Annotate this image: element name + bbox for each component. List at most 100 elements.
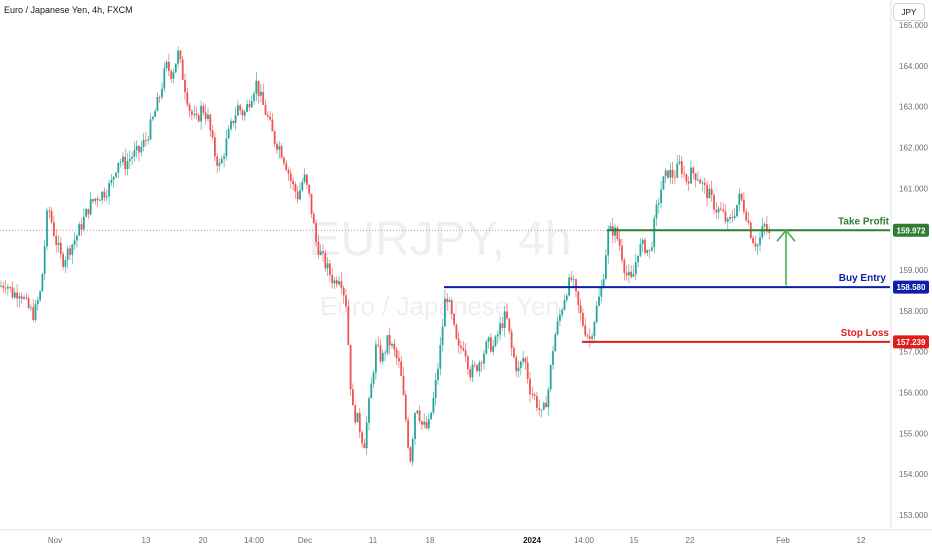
candle-down xyxy=(296,191,299,200)
candles-group xyxy=(0,46,771,466)
candle-down xyxy=(342,287,345,296)
candle-down xyxy=(575,279,577,292)
candle-up xyxy=(326,263,329,269)
candle-down xyxy=(515,357,518,372)
candle-down xyxy=(264,104,267,115)
buy-entry-label: Buy Entry xyxy=(839,273,887,284)
price-axis[interactable]: 153.000 154.000 155.000 156.000 157.000 158.0… xyxy=(899,21,928,520)
candle-down xyxy=(740,193,743,200)
candle-up xyxy=(78,224,81,236)
candle-up xyxy=(559,314,561,321)
candle-down xyxy=(285,163,288,171)
candle-up xyxy=(99,200,101,201)
time-tick-label: 20 xyxy=(199,536,208,545)
candle-down xyxy=(181,59,184,80)
candle-down xyxy=(62,254,64,267)
candle-up xyxy=(660,189,662,204)
currency-button[interactable]: JPY xyxy=(893,3,925,21)
candle-up xyxy=(701,182,704,184)
candle-up xyxy=(690,167,692,184)
time-tick-label: 18 xyxy=(426,536,435,545)
candle-up xyxy=(108,183,110,197)
candle-up xyxy=(223,156,225,159)
time-tick-label: 11 xyxy=(369,536,378,545)
candle-down xyxy=(262,91,265,105)
candle-down xyxy=(322,251,324,254)
buy-entry-price: 158.580 xyxy=(897,283,926,292)
trade-levels: Take Profit Buy Entry Stop Loss xyxy=(444,216,890,343)
candle-down xyxy=(703,182,706,185)
candle-up xyxy=(356,412,359,423)
candle-down xyxy=(671,169,674,178)
candle-down xyxy=(743,199,745,212)
candle-down xyxy=(584,325,587,336)
candle-up xyxy=(492,345,495,352)
candle-up xyxy=(372,372,375,384)
candle-up xyxy=(115,172,117,177)
candle-up xyxy=(301,181,304,191)
candle-down xyxy=(186,92,189,105)
candle-up xyxy=(303,174,306,182)
price-tick-label: 163.000 xyxy=(899,103,928,112)
candle-up xyxy=(200,105,202,122)
time-tick-label: 2024 xyxy=(523,536,541,545)
candle-up xyxy=(375,344,377,373)
candle-up xyxy=(634,262,637,274)
candle-up xyxy=(556,320,559,335)
candle-down xyxy=(524,358,527,363)
upward-arrow-icon xyxy=(776,229,796,286)
candle-down xyxy=(50,210,53,223)
take-profit-label: Take Profit xyxy=(838,216,890,227)
candle-down xyxy=(754,243,757,247)
candle-down xyxy=(184,79,186,93)
candle-down xyxy=(644,239,646,253)
candle-down xyxy=(317,241,320,255)
candle-down xyxy=(2,285,5,288)
candle-up xyxy=(66,248,69,260)
candle-up xyxy=(736,204,738,217)
candle-down xyxy=(766,224,768,232)
candle-up xyxy=(156,96,159,112)
candle-down xyxy=(266,114,269,117)
candle-up xyxy=(646,249,649,253)
candle-down xyxy=(289,173,292,181)
candle-down xyxy=(92,199,94,202)
candle-up xyxy=(253,93,255,101)
candle-up xyxy=(411,439,414,462)
chart-title: Euro / Japanese Yen, 4h, FXCM xyxy=(4,5,133,15)
candle-up xyxy=(639,244,642,256)
candle-up xyxy=(600,287,603,297)
candle-up xyxy=(708,188,711,199)
candle-down xyxy=(345,295,347,307)
candle-up xyxy=(30,307,32,309)
candle-down xyxy=(53,222,55,236)
price-tick-label: 155.000 xyxy=(899,429,928,438)
candle-up xyxy=(655,204,658,219)
candle-up xyxy=(738,193,741,205)
candle-up xyxy=(444,298,446,327)
time-axis[interactable]: Nov 13 20 14:00 Dec 11 18 2024 14:00 15 22 Feb 12 xyxy=(48,536,866,545)
candle-down xyxy=(103,191,106,198)
candle-down xyxy=(347,306,350,345)
candle-down xyxy=(329,263,331,276)
candle-down xyxy=(464,350,467,357)
candle-down xyxy=(388,335,391,346)
candle-up xyxy=(101,191,104,201)
take-profit-price-badge xyxy=(893,223,929,237)
candle-up xyxy=(220,158,223,164)
candle-up xyxy=(151,116,154,120)
candle-down xyxy=(710,188,713,195)
candle-down xyxy=(460,345,462,348)
candle-down xyxy=(687,181,690,184)
candle-down xyxy=(9,286,12,288)
candle-up xyxy=(207,114,209,120)
candle-up xyxy=(614,227,616,236)
candle-up xyxy=(13,292,16,298)
candle-up xyxy=(487,337,490,342)
candle-up xyxy=(552,351,554,365)
time-tick-label: Feb xyxy=(776,536,790,545)
candle-down xyxy=(453,313,455,325)
candle-down xyxy=(506,311,508,319)
candle-down xyxy=(188,104,191,112)
